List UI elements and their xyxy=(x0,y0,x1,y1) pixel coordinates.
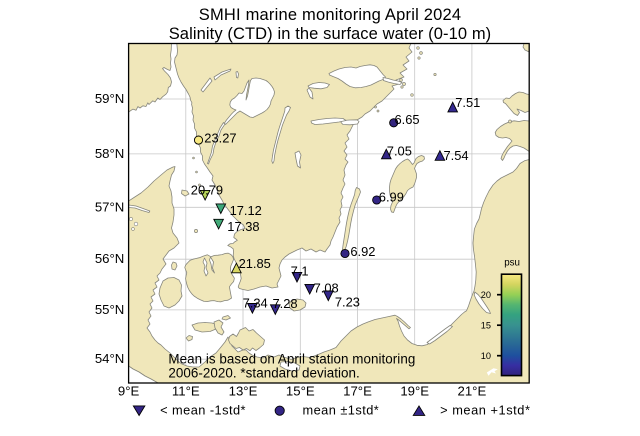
svg-text:55°N: 55°N xyxy=(95,302,124,317)
svg-text:20.79: 20.79 xyxy=(191,183,223,198)
svg-text:54°N: 54°N xyxy=(95,351,124,366)
svg-text:7.23: 7.23 xyxy=(335,295,360,310)
svg-text:6.92: 6.92 xyxy=(350,244,375,259)
svg-text:7.28: 7.28 xyxy=(273,296,298,311)
svg-text:20: 20 xyxy=(481,290,491,300)
svg-text:11°E: 11°E xyxy=(172,383,200,398)
svg-text:13°E: 13°E xyxy=(229,383,258,398)
svg-text:15: 15 xyxy=(481,320,491,330)
svg-text:Salinity (CTD) in the surface: Salinity (CTD) in the surface water (0-1… xyxy=(169,25,492,43)
svg-text:17.38: 17.38 xyxy=(227,219,259,234)
svg-text:23.27: 23.27 xyxy=(204,131,236,146)
svg-text:21°E: 21°E xyxy=(458,383,487,398)
svg-text:7.34: 7.34 xyxy=(243,295,268,310)
svg-text:7.05: 7.05 xyxy=(387,143,412,158)
svg-text:Mean is based on April station: Mean is based on April station monitorin… xyxy=(168,352,415,367)
svg-text:> mean +1std*: > mean +1std* xyxy=(440,403,530,418)
svg-text:7.51: 7.51 xyxy=(455,95,480,110)
svg-text:7.1: 7.1 xyxy=(291,264,309,279)
svg-text:6.99: 6.99 xyxy=(379,189,404,204)
svg-text:15°E: 15°E xyxy=(286,383,315,398)
svg-text:9°E: 9°E xyxy=(118,383,140,398)
svg-text:56°N: 56°N xyxy=(95,251,124,266)
svg-text:mean ±1std*: mean ±1std* xyxy=(303,403,380,418)
svg-text:SMHI marine monitoring April 2: SMHI marine monitoring April 2024 xyxy=(199,6,461,24)
svg-text:17°E: 17°E xyxy=(343,383,372,398)
svg-text:2006-2020. *standard deviation: 2006-2020. *standard deviation. xyxy=(168,366,359,381)
svg-text:6.65: 6.65 xyxy=(395,112,420,127)
svg-text:17.12: 17.12 xyxy=(230,203,262,218)
svg-text:57°N: 57°N xyxy=(95,199,124,214)
svg-text:7.54: 7.54 xyxy=(444,148,469,163)
svg-text:58°N: 58°N xyxy=(95,146,124,161)
svg-text:59°N: 59°N xyxy=(95,91,124,106)
svg-text:< mean -1std*: < mean -1std* xyxy=(160,403,246,418)
svg-text:21.85: 21.85 xyxy=(239,256,271,271)
svg-text:10: 10 xyxy=(481,351,491,361)
svg-text:19°E: 19°E xyxy=(400,383,429,398)
svg-text:psu: psu xyxy=(504,258,520,269)
